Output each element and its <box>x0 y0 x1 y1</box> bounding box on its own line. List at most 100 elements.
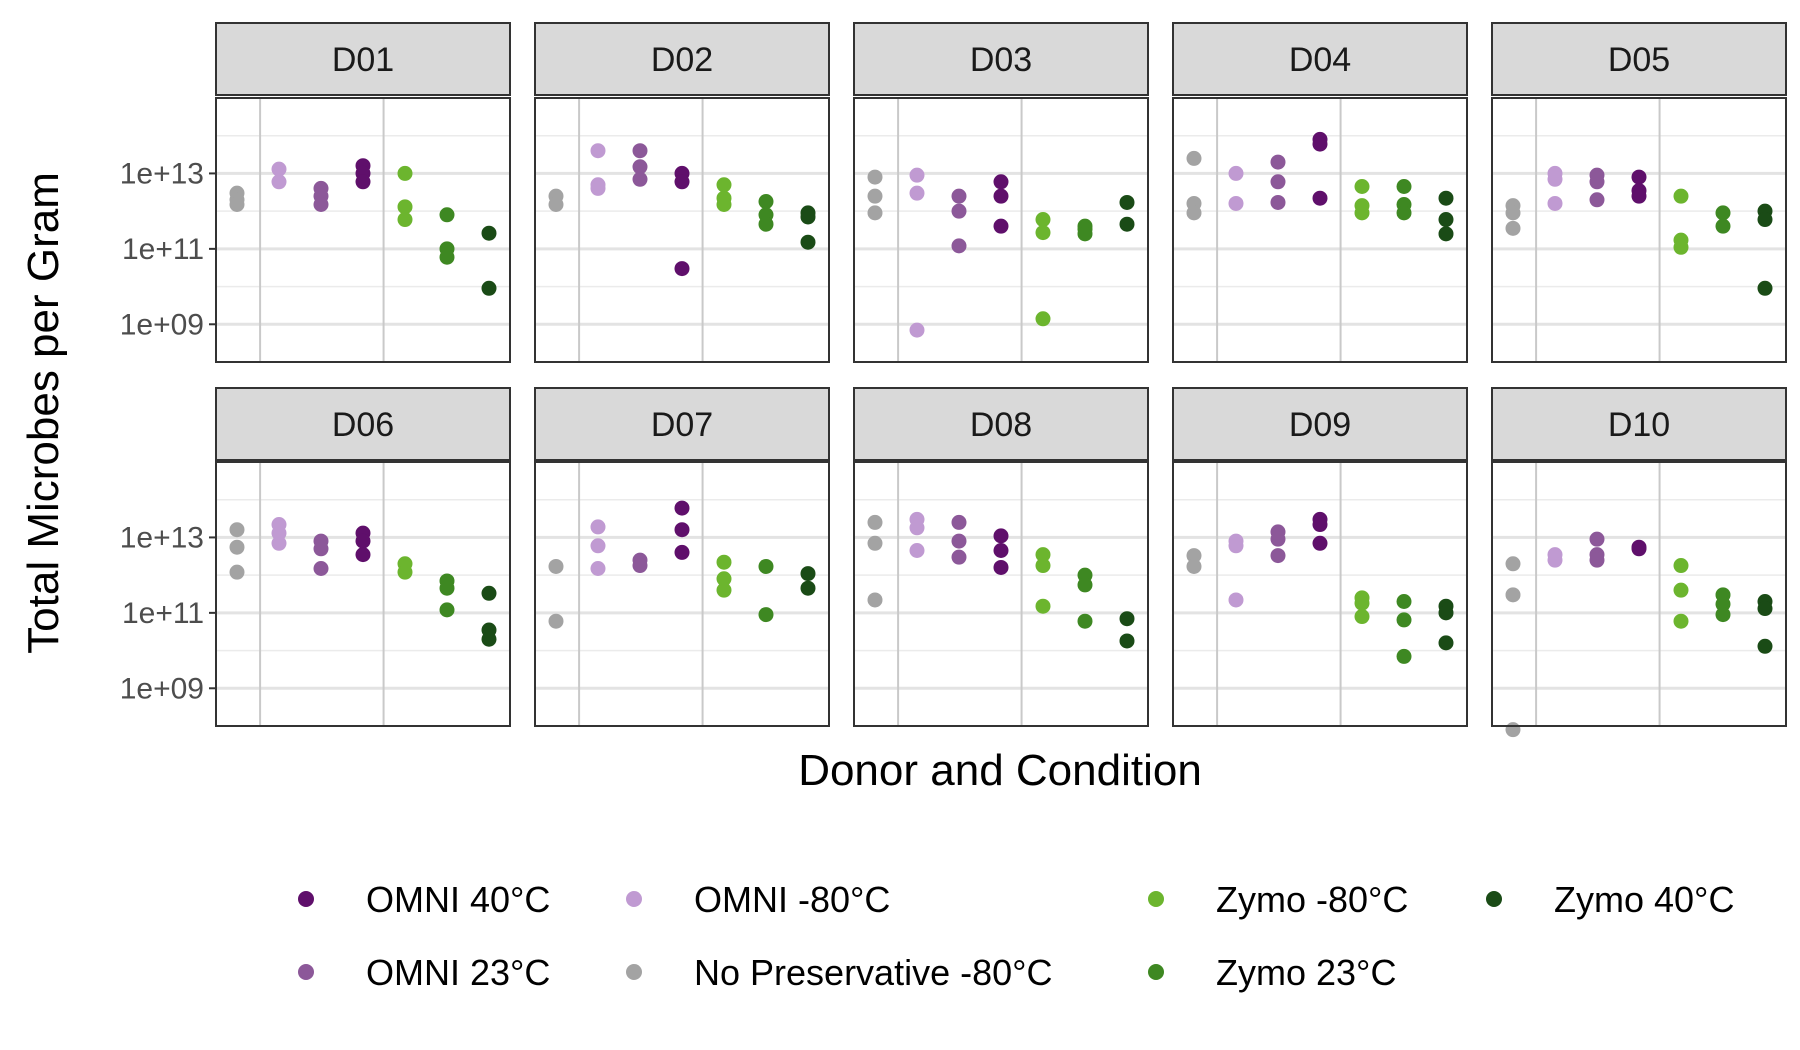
data-point <box>1270 154 1286 170</box>
legend-label: OMNI -80°C <box>694 879 890 920</box>
legend-label: Zymo -80°C <box>1216 879 1408 920</box>
legend: OMNI 40°C OMNI -80°C Zymo -80°C Zymo 40°C OM… <box>298 879 1734 993</box>
facet-strip-label: D02 <box>651 41 713 79</box>
facet-panel-d09: D09 <box>1172 387 1468 727</box>
facet-strip-label: D10 <box>1608 406 1670 444</box>
data-point <box>674 500 690 516</box>
data-point <box>229 564 245 580</box>
panel-border <box>1491 97 1787 363</box>
legend-item: Zymo 40°C <box>1486 879 1734 920</box>
data-point <box>397 165 413 181</box>
data-point <box>1715 218 1731 234</box>
data-point <box>1396 648 1412 664</box>
data-point <box>313 541 329 557</box>
data-point <box>909 520 925 536</box>
panel-border <box>215 97 511 363</box>
facet-panel-d05: D05 <box>1491 22 1787 363</box>
data-point <box>716 197 732 213</box>
y-tick-label: 1e+11 <box>122 597 204 630</box>
panel-border <box>1172 461 1468 727</box>
data-point <box>716 582 732 598</box>
data-point <box>1438 605 1454 621</box>
data-point <box>229 197 245 213</box>
data-point <box>1186 205 1202 221</box>
data-point <box>951 188 967 204</box>
data-point <box>674 174 690 190</box>
data-point <box>1270 194 1286 210</box>
data-point <box>1228 195 1244 211</box>
data-point <box>590 538 606 554</box>
panel-background <box>854 462 1148 726</box>
data-point <box>1312 535 1328 551</box>
legend-swatch <box>626 964 642 980</box>
data-point <box>632 143 648 159</box>
data-point <box>1312 190 1328 206</box>
y-tick-label: 1e+13 <box>120 521 204 554</box>
data-point <box>1077 226 1093 242</box>
data-point <box>1354 205 1370 221</box>
legend-label: No Preservative -80°C <box>694 952 1053 993</box>
facet-strip-label: D03 <box>970 41 1032 79</box>
legend-label: Zymo 23°C <box>1216 952 1396 993</box>
data-point <box>1270 174 1286 190</box>
data-point <box>355 174 371 190</box>
facet-panels: D01 1e+09 1e+11 1e+13 D02 D03 D04 D05 D06 1e+09 1e… <box>120 22 1787 738</box>
data-point <box>481 225 497 241</box>
panel-border <box>853 97 1149 363</box>
y-tick-label: 1e+09 <box>120 308 204 341</box>
data-point <box>397 212 413 228</box>
data-point <box>951 238 967 254</box>
data-point <box>1757 638 1773 654</box>
facet-strip-label: D09 <box>1289 406 1351 444</box>
data-point <box>1757 280 1773 296</box>
panel-background <box>1492 98 1786 362</box>
data-point <box>1505 220 1521 236</box>
x-axis-title: Donor and Condition <box>798 746 1202 795</box>
facet-strip <box>853 387 1149 461</box>
data-point <box>1270 531 1286 547</box>
data-point <box>1438 635 1454 651</box>
data-point <box>271 535 287 551</box>
data-point <box>1547 195 1563 211</box>
data-point <box>590 519 606 535</box>
data-point <box>481 280 497 296</box>
data-point <box>1673 239 1689 255</box>
data-point <box>397 199 413 215</box>
data-point <box>313 197 329 213</box>
facet-strip-label: D07 <box>651 406 713 444</box>
data-point <box>800 209 816 225</box>
data-point <box>1547 171 1563 187</box>
data-point <box>481 631 497 647</box>
data-point <box>632 171 648 187</box>
legend-item: Zymo -80°C <box>1148 879 1408 920</box>
y-axis-title: Total Microbes per Gram <box>19 172 68 654</box>
data-point <box>993 174 1009 190</box>
data-point <box>1228 538 1244 554</box>
data-point <box>1715 607 1731 623</box>
legend-swatch <box>626 891 642 907</box>
legend-label: Zymo 40°C <box>1554 879 1734 920</box>
data-point <box>867 205 883 221</box>
facet-strip <box>215 22 511 96</box>
data-point <box>993 218 1009 234</box>
data-point <box>674 522 690 538</box>
data-point <box>1035 558 1051 574</box>
data-point <box>1631 541 1647 557</box>
facet-panel-d10: D10 <box>1491 387 1787 738</box>
panel-border <box>215 461 511 727</box>
data-point <box>1312 136 1328 152</box>
data-point <box>229 522 245 538</box>
data-point <box>951 514 967 530</box>
facet-strip-label: D05 <box>1608 41 1670 79</box>
data-point <box>1228 592 1244 608</box>
data-point <box>1505 722 1521 738</box>
data-point <box>716 571 732 587</box>
data-point <box>548 613 564 629</box>
data-point <box>758 558 774 574</box>
facet-panel-d06: D06 1e+09 1e+11 1e+13 <box>120 387 511 727</box>
data-point <box>481 585 497 601</box>
panel-border <box>853 461 1149 727</box>
y-tick-label: 1e+13 <box>120 157 204 190</box>
facet-strip <box>1491 22 1787 96</box>
